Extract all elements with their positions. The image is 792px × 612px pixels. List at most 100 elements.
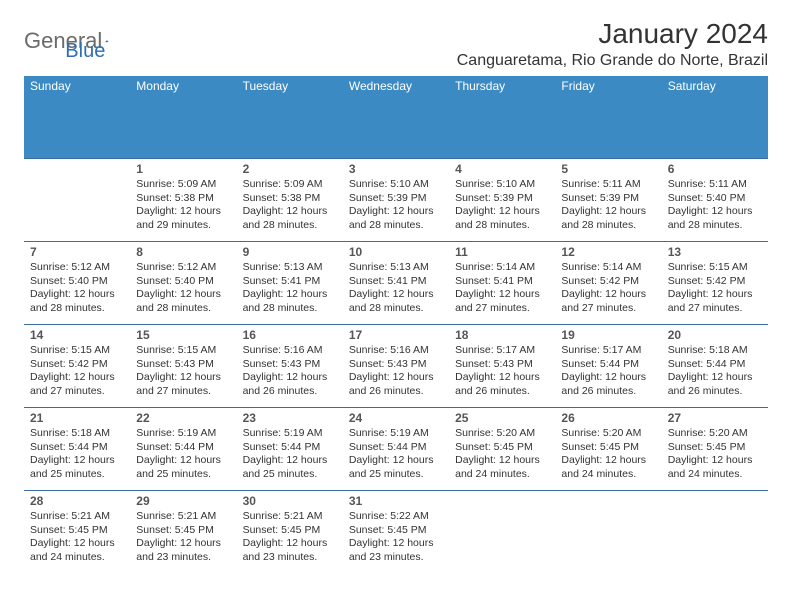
daylight-text-1: Daylight: 12 hours — [455, 288, 549, 302]
sunrise-text: Sunrise: 5:16 AM — [349, 344, 443, 358]
day-cell: 27 Sunrise: 5:20 AMSunset: 5:45 PMDayligh… — [662, 408, 768, 490]
daylight-text-1: Daylight: 12 hours — [30, 288, 124, 302]
sunset-text: Sunset: 5:44 PM — [561, 358, 655, 372]
daylight-text-2: and 25 minutes. — [30, 468, 124, 482]
daylight-text-2: and 28 minutes. — [136, 302, 230, 316]
date-number: 27 — [668, 411, 762, 425]
daylight-text-2: and 24 minutes. — [30, 551, 124, 565]
date-number: 9 — [243, 245, 337, 259]
day-cell: 13Sunrise: 5:15 AMSunset: 5:42 PMDayligh… — [662, 242, 768, 324]
calendar-page: General Blue January 2024 Canguaretama, … — [0, 0, 792, 591]
daylight-text-2: and 25 minutes. — [136, 468, 230, 482]
daylight-text-1: Daylight: 12 hours — [349, 454, 443, 468]
daylight-text-2: and 26 minutes. — [668, 385, 762, 399]
daylight-text-1: Daylight: 12 hours — [561, 371, 655, 385]
daylight-text-2: and 24 minutes. — [668, 468, 762, 482]
daylight-text-1: Daylight: 12 hours — [243, 537, 337, 551]
sunset-text: Sunset: 5:44 PM — [349, 441, 443, 455]
sunrise-text: Sunrise: 5:21 AM — [30, 510, 124, 524]
sunrise-text: Sunrise: 5:17 AM — [455, 344, 549, 358]
sunset-text: Sunset: 5:38 PM — [243, 192, 337, 206]
sun-info: Sunrise: 5:15 AMSunset: 5:42 PMDaylight:… — [668, 261, 762, 316]
day-cell: 5Sunrise: 5:11 AMSunset: 5:39 PMDaylight… — [555, 159, 661, 241]
sun-info: Sunrise: 5:18 AMSunset: 5:44 PMDaylight:… — [30, 427, 124, 482]
sunset-text: Sunset: 5:45 PM — [243, 524, 337, 538]
date-number: 23 — [243, 411, 337, 425]
sunset-text: Sunset: 5:41 PM — [349, 275, 443, 289]
daylight-text-2: and 26 minutes. — [243, 385, 337, 399]
sun-info: Sunrise: 5:13 AMSunset: 5:41 PMDaylight:… — [349, 261, 443, 316]
sunset-text: Sunset: 5:40 PM — [668, 192, 762, 206]
sun-info: Sunrise: 5:20 AMSunset: 5:45 PMDaylight:… — [561, 427, 655, 482]
sunset-text: Sunset: 5:45 PM — [668, 441, 762, 455]
day-cell: 7Sunrise: 5:12 AMSunset: 5:40 PMDaylight… — [24, 242, 130, 324]
date-number: 4 — [455, 162, 549, 176]
sunrise-text: Sunrise: 5:21 AM — [243, 510, 337, 524]
day-cell — [555, 491, 661, 573]
date-number: 12 — [561, 245, 655, 259]
day-cell: 21 Sunrise: 5:18 AMSunset: 5:44 PMDayligh… — [24, 408, 130, 490]
daylight-text-1: Daylight: 12 hours — [668, 288, 762, 302]
day-cell: 17Sunrise: 5:16 AMSunset: 5:43 PMDayligh… — [343, 325, 449, 407]
daylight-text-1: Daylight: 12 hours — [455, 454, 549, 468]
date-number: 26 — [561, 411, 655, 425]
sun-info: Sunrise: 5:14 AMSunset: 5:42 PMDaylight:… — [561, 261, 655, 316]
sunrise-text: Sunrise: 5:20 AM — [455, 427, 549, 441]
daylight-text-1: Daylight: 12 hours — [349, 205, 443, 219]
brand-logo: General Blue — [24, 18, 105, 63]
day-header: Friday — [555, 76, 661, 158]
day-cell: 29Sunrise: 5:21 AMSunset: 5:45 PMDayligh… — [130, 491, 236, 573]
daylight-text-2: and 23 minutes. — [136, 551, 230, 565]
daylight-text-1: Daylight: 12 hours — [136, 371, 230, 385]
daylight-text-1: Daylight: 12 hours — [243, 288, 337, 302]
daylight-text-2: and 28 minutes. — [349, 219, 443, 233]
sun-info: Sunrise: 5:21 AMSunset: 5:45 PMDaylight:… — [243, 510, 337, 565]
daylight-text-2: and 24 minutes. — [561, 468, 655, 482]
sun-info: Sunrise: 5:20 AMSunset: 5:45 PMDaylight:… — [668, 427, 762, 482]
sunrise-text: Sunrise: 5:11 AM — [668, 178, 762, 192]
sunset-text: Sunset: 5:44 PM — [668, 358, 762, 372]
date-number: 21 — [30, 411, 124, 425]
sunrise-text: Sunrise: 5:10 AM — [349, 178, 443, 192]
daylight-text-2: and 28 minutes. — [243, 219, 337, 233]
sun-info: Sunrise: 5:09 AMSunset: 5:38 PMDaylight:… — [243, 178, 337, 233]
sunrise-text: Sunrise: 5:15 AM — [668, 261, 762, 275]
daylight-text-1: Daylight: 12 hours — [136, 454, 230, 468]
sun-info: Sunrise: 5:11 AMSunset: 5:39 PMDaylight:… — [561, 178, 655, 233]
daylight-text-2: and 26 minutes. — [561, 385, 655, 399]
date-number: 17 — [349, 328, 443, 342]
day-cell: 8Sunrise: 5:12 AMSunset: 5:40 PMDaylight… — [130, 242, 236, 324]
sunrise-text: Sunrise: 5:16 AM — [243, 344, 337, 358]
sunset-text: Sunset: 5:45 PM — [30, 524, 124, 538]
sun-info: Sunrise: 5:21 AMSunset: 5:45 PMDaylight:… — [136, 510, 230, 565]
sunset-text: Sunset: 5:40 PM — [136, 275, 230, 289]
day-cell: 2Sunrise: 5:09 AMSunset: 5:38 PMDaylight… — [237, 159, 343, 241]
day-header: Monday — [130, 76, 236, 158]
day-header: Saturday — [662, 76, 768, 158]
daylight-text-2: and 27 minutes. — [561, 302, 655, 316]
daylight-text-1: Daylight: 12 hours — [30, 454, 124, 468]
header: General Blue January 2024 Canguaretama, … — [24, 18, 768, 70]
sunrise-text: Sunrise: 5:14 AM — [455, 261, 549, 275]
day-cell: 18Sunrise: 5:17 AMSunset: 5:43 PMDayligh… — [449, 325, 555, 407]
day-header: Thursday — [449, 76, 555, 158]
sunset-text: Sunset: 5:40 PM — [30, 275, 124, 289]
week-row: 28Sunrise: 5:21 AMSunset: 5:45 PMDayligh… — [24, 490, 768, 573]
daylight-text-1: Daylight: 12 hours — [455, 371, 549, 385]
day-cell: 1Sunrise: 5:09 AMSunset: 5:38 PMDaylight… — [130, 159, 236, 241]
sunrise-text: Sunrise: 5:12 AM — [30, 261, 124, 275]
daylight-text-2: and 26 minutes. — [455, 385, 549, 399]
day-cell: 16Sunrise: 5:16 AMSunset: 5:43 PMDayligh… — [237, 325, 343, 407]
sunrise-text: Sunrise: 5:20 AM — [561, 427, 655, 441]
daylight-text-1: Daylight: 12 hours — [349, 537, 443, 551]
sun-info: Sunrise: 5:19 AMSunset: 5:44 PMDaylight:… — [243, 427, 337, 482]
sunrise-text: Sunrise: 5:17 AM — [561, 344, 655, 358]
title-block: January 2024 Canguaretama, Rio Grande do… — [457, 18, 768, 70]
sun-info: Sunrise: 5:19 AMSunset: 5:44 PMDaylight:… — [349, 427, 443, 482]
sunrise-text: Sunrise: 5:15 AM — [30, 344, 124, 358]
sunset-text: Sunset: 5:39 PM — [349, 192, 443, 206]
date-number: 14 — [30, 328, 124, 342]
sunset-text: Sunset: 5:43 PM — [136, 358, 230, 372]
sunrise-text: Sunrise: 5:12 AM — [136, 261, 230, 275]
day-cell: 23 Sunrise: 5:19 AMSunset: 5:44 PMDayligh… — [237, 408, 343, 490]
